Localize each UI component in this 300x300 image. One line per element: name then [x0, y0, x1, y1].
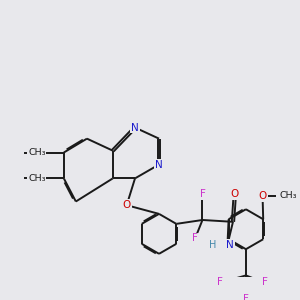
Text: CH₃: CH₃ [28, 174, 46, 183]
Text: N: N [131, 123, 139, 133]
Text: N: N [155, 160, 163, 170]
Text: N: N [226, 240, 234, 250]
Text: O: O [123, 200, 131, 210]
Text: O: O [258, 191, 267, 201]
Text: CH₃: CH₃ [279, 191, 297, 200]
Text: F: F [192, 233, 198, 244]
Text: O: O [231, 189, 239, 199]
Text: O: O [35, 148, 43, 158]
Text: F: F [217, 277, 223, 287]
Text: F: F [200, 189, 206, 199]
Text: F: F [243, 293, 249, 300]
Text: O: O [35, 173, 43, 183]
Text: H: H [209, 240, 217, 250]
Text: CH₃: CH₃ [28, 148, 46, 157]
Text: F: F [262, 277, 268, 287]
